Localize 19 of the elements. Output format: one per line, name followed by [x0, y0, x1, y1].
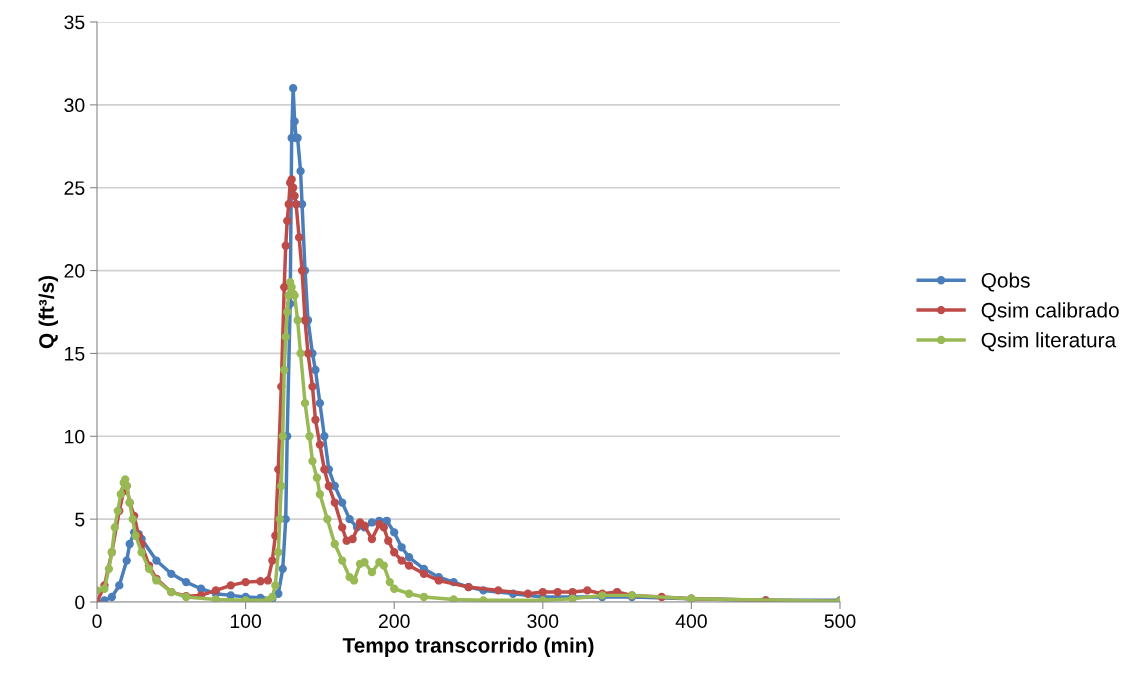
legend-label: Qsim literatura	[981, 332, 1117, 352]
x-tick-label: 500	[824, 614, 856, 629]
x-tick-label: 300	[527, 614, 559, 629]
y-tick-label: 20	[64, 264, 85, 278]
y-tick-label: 35	[64, 15, 85, 30]
y-tick-label: 25	[64, 181, 85, 195]
x-axis-title: Tempo transcorrido (min)	[342, 637, 594, 657]
x-tick-label: 200	[378, 614, 410, 629]
x-tick-label: 0	[92, 614, 102, 629]
legend-label: Qsim calibrado	[981, 302, 1119, 322]
legend-label: Qobs	[981, 272, 1030, 292]
y-tick-label: 30	[64, 98, 85, 113]
y-axis-title: Q (ft³/s)	[38, 276, 59, 349]
y-tick-label: 5	[75, 512, 85, 527]
x-tick-label: 400	[675, 614, 707, 629]
y-tick-label: 0	[75, 595, 85, 610]
x-tick-label: 100	[230, 614, 262, 629]
y-tick-label: 15	[65, 347, 85, 361]
y-tick-label: 10	[65, 429, 85, 444]
